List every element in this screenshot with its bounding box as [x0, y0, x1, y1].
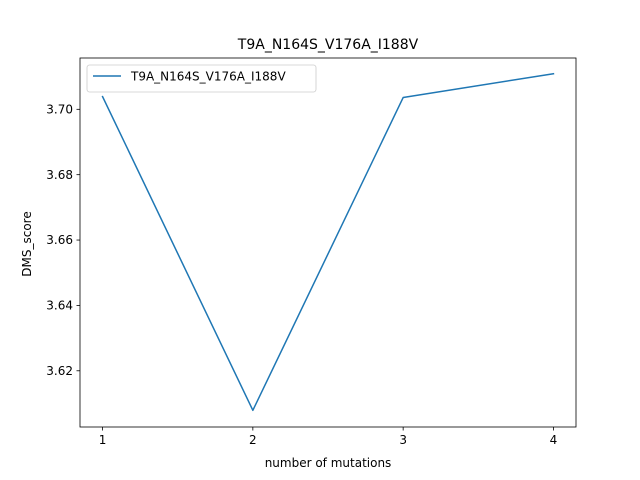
y-tick-label: 3.70 — [46, 103, 73, 117]
legend-box — [86, 64, 317, 93]
x-tick-label: 1 — [99, 433, 107, 447]
y-tick-label: 3.62 — [46, 364, 73, 378]
x-tick-label: 2 — [249, 433, 257, 447]
y-tick-label: 3.64 — [46, 299, 73, 313]
plot-area — [101, 72, 555, 412]
legend: T9A_N164S_V176A_I188V — [86, 64, 317, 93]
legend-label: T9A_N164S_V176A_I188V — [130, 70, 286, 84]
axes-frame — [79, 57, 577, 428]
x-axis-label: number of mutations — [265, 456, 392, 470]
chart-title: T9A_N164S_V176A_I188V — [237, 37, 419, 53]
series-line-0 — [101, 72, 555, 412]
x-tick-label: 4 — [550, 433, 558, 447]
y-axis-label: DMS_score — [20, 211, 34, 276]
y-tick-label: 3.66 — [46, 233, 73, 247]
x-tick-label: 3 — [399, 433, 407, 447]
y-tick-label: 3.68 — [46, 168, 73, 182]
axes: 1 2 3 4 3.62 3.64 3.66 3.68 3.70 — [46, 57, 577, 447]
